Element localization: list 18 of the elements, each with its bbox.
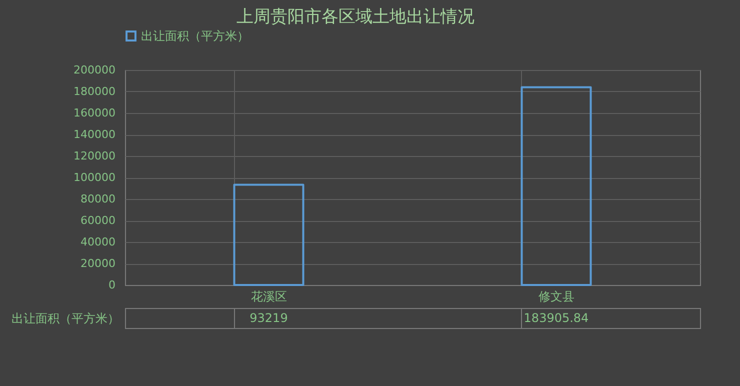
- y-tick-label: 140000: [74, 128, 116, 141]
- x-tick-label: 修文县: [538, 290, 574, 304]
- y-tick-label: 60000: [80, 214, 116, 227]
- y-tick-label: 0: [108, 278, 116, 292]
- y-tick-label: 100000: [74, 171, 116, 184]
- text: 出让面积（平方米）: [12, 312, 120, 326]
- legend-label: 出让面积（平方米）: [141, 29, 249, 43]
- y-tick-label: 20000: [80, 257, 116, 270]
- y-tick-label: 80000: [80, 192, 116, 206]
- y-tick-label: 160000: [74, 106, 116, 120]
- x-tick-label: 花溪区: [250, 290, 287, 304]
- y-tick-label: 200000: [74, 64, 116, 76]
- chart-title: 上周贵阳市各区域土地出让情况: [236, 7, 474, 27]
- data-label: 93219: [250, 311, 288, 325]
- y-tick-label: 40000: [80, 236, 116, 248]
- y-tick-label: 120000: [74, 150, 116, 162]
- y-tick-label: 180000: [74, 85, 116, 98]
- data-label: 183905.84: [524, 311, 589, 325]
